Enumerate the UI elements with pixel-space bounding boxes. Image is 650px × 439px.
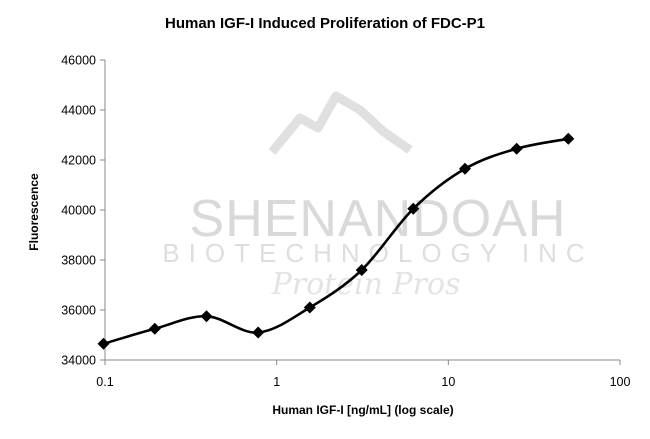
data-point [252,326,265,339]
watermark: SHENANDOAH BIOTECHNOLOGY INC Protein Pro… [162,91,593,302]
data-point [200,310,213,323]
axes [100,59,621,365]
y-axis-title: Fluorescence [27,173,41,251]
watermark-division: BIOTECHNOLOGY INC [162,238,593,268]
y-tick-label: 38000 [61,254,96,268]
data-point [148,322,161,335]
x-axis-title: Human IGF-I [ng/mL] (log scale) [272,403,453,417]
y-tick-label: 46000 [61,54,96,68]
series-line [103,137,569,346]
watermark-company: SHENANDOAH [190,190,567,248]
y-tick-label: 42000 [61,154,96,168]
watermark-tagline: Protein Pros [271,267,461,302]
data-point [510,142,523,155]
x-tick-label: 0.1 [96,375,113,389]
data-point [407,202,420,215]
x-tick-label: 1 [273,375,280,389]
y-tick-label: 36000 [61,304,96,318]
y-tick-label: 44000 [61,104,96,118]
data-point [355,264,368,276]
data-point [97,337,110,350]
y-tick-label: 34000 [61,354,96,368]
chart-title: Human IGF-I Induced Proliferation of FDC… [165,15,485,32]
tick-labels: 34000 36000 38000 40000 42000 44000 46000 0.1 1 1… [61,54,630,390]
watermark-mountain-icon [268,91,413,155]
data-point [562,132,575,145]
data-markers [97,132,575,350]
x-tick-label: 100 [610,375,631,389]
data-point [458,162,471,175]
y-tick-label: 40000 [61,204,96,218]
x-tick-label: 10 [441,375,455,389]
data-point [303,301,316,314]
